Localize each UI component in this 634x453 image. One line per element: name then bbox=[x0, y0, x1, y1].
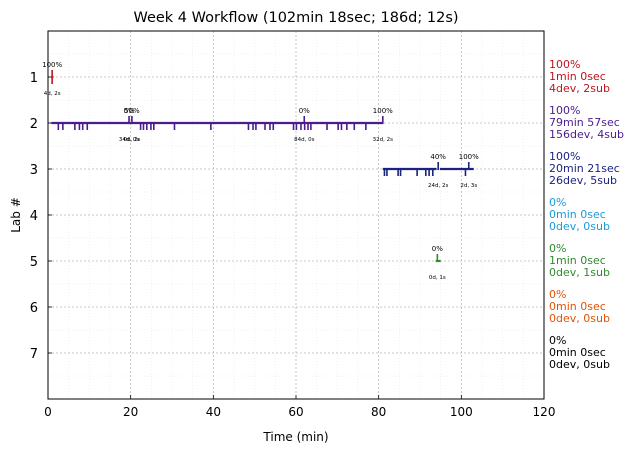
lab-stat-line: 26dev, 5sub bbox=[549, 174, 617, 187]
milestone-label: 0% bbox=[123, 107, 134, 115]
chart-title: Week 4 Workflow (102min 18sec; 186d; 12s… bbox=[133, 10, 458, 26]
x-tick-label: 20 bbox=[123, 405, 138, 419]
y-tick-label: 7 bbox=[30, 347, 38, 362]
milestone-sublabel: 84d, 0s bbox=[294, 137, 314, 143]
lab-stat-line: 0% bbox=[549, 288, 566, 301]
lab-stat-line: 0min 0sec bbox=[549, 208, 606, 221]
lab-stat-line: 100% bbox=[549, 150, 580, 163]
x-tick-label: 80 bbox=[371, 405, 386, 419]
milestone-label: 100% bbox=[42, 61, 62, 69]
y-tick-label: 2 bbox=[30, 117, 38, 132]
x-tick-label: 0 bbox=[44, 405, 52, 419]
y-tick-label: 1 bbox=[30, 71, 38, 86]
lab-stat-line: 100% bbox=[549, 58, 580, 71]
lab-stat-line: 0% bbox=[549, 196, 566, 209]
milestone-label: 50% bbox=[124, 107, 140, 115]
lab-stat-line: 1min 0sec bbox=[549, 254, 606, 267]
milestone-label: 40% bbox=[430, 153, 446, 161]
lab-stat-line: 1min 0sec bbox=[549, 70, 606, 83]
y-axis-label: Lab # bbox=[9, 197, 23, 233]
x-axis-label: Time (min) bbox=[262, 430, 328, 444]
milestone-sublabel: 0d, 2s bbox=[123, 137, 140, 143]
milestone-label: 0% bbox=[299, 107, 310, 115]
lab-stat-line: 100% bbox=[549, 104, 580, 117]
timeline-marks: 100% 4d, 2s 0% 34d, 0s 50% 0d, 2s 0% 84d, 0s 100… bbox=[42, 61, 479, 281]
y-tick-label: 5 bbox=[30, 255, 38, 270]
milestone-label: 100% bbox=[373, 107, 393, 115]
milestone-sublabel: 34d, 0s bbox=[119, 137, 139, 143]
x-tick-label: 100 bbox=[450, 405, 473, 419]
y-tick-label: 4 bbox=[30, 209, 38, 224]
lab-stat-line: 0min 0sec bbox=[549, 300, 606, 313]
y-axis: 1 2 3 4 5 6 7 bbox=[30, 71, 52, 362]
milestone-sublabel: 4d, 2s bbox=[44, 91, 61, 97]
x-tick-label: 120 bbox=[533, 405, 556, 419]
lab-stat-line: 20min 21sec bbox=[549, 162, 620, 175]
lab-stat-line: 79min 57sec bbox=[549, 116, 620, 129]
milestone-sublabel: 32d, 2s bbox=[373, 137, 393, 143]
milestone-label: 0% bbox=[432, 245, 443, 253]
lab-stat-line: 156dev, 4sub bbox=[549, 128, 624, 141]
lab-stat-line: 0% bbox=[549, 334, 566, 347]
x-tick-label: 40 bbox=[206, 405, 221, 419]
milestone-label: 100% bbox=[459, 153, 479, 161]
lab-stat-line: 0dev, 1sub bbox=[549, 266, 610, 279]
lab-stat-line: 0min 0sec bbox=[549, 346, 606, 359]
lab-stat-line: 4dev, 2sub bbox=[549, 82, 610, 95]
lab-stat-line: 0dev, 0sub bbox=[549, 312, 610, 325]
grid bbox=[48, 31, 544, 399]
milestone-sublabel: 2d, 3s bbox=[460, 183, 477, 189]
y-tick-label: 3 bbox=[30, 163, 38, 178]
lab-stat-line: 0% bbox=[549, 242, 566, 255]
lab-stat-line: 0dev, 0sub bbox=[549, 358, 610, 371]
lab-stat-line: 0dev, 0sub bbox=[549, 220, 610, 233]
x-axis: 0 20 40 60 80 100 120 bbox=[44, 395, 555, 419]
x-tick-label: 60 bbox=[288, 405, 303, 419]
y-tick-label: 6 bbox=[30, 301, 38, 316]
milestone-sublabel: 24d, 2s bbox=[428, 183, 448, 189]
milestone-sublabel: 0d, 1s bbox=[429, 275, 446, 281]
